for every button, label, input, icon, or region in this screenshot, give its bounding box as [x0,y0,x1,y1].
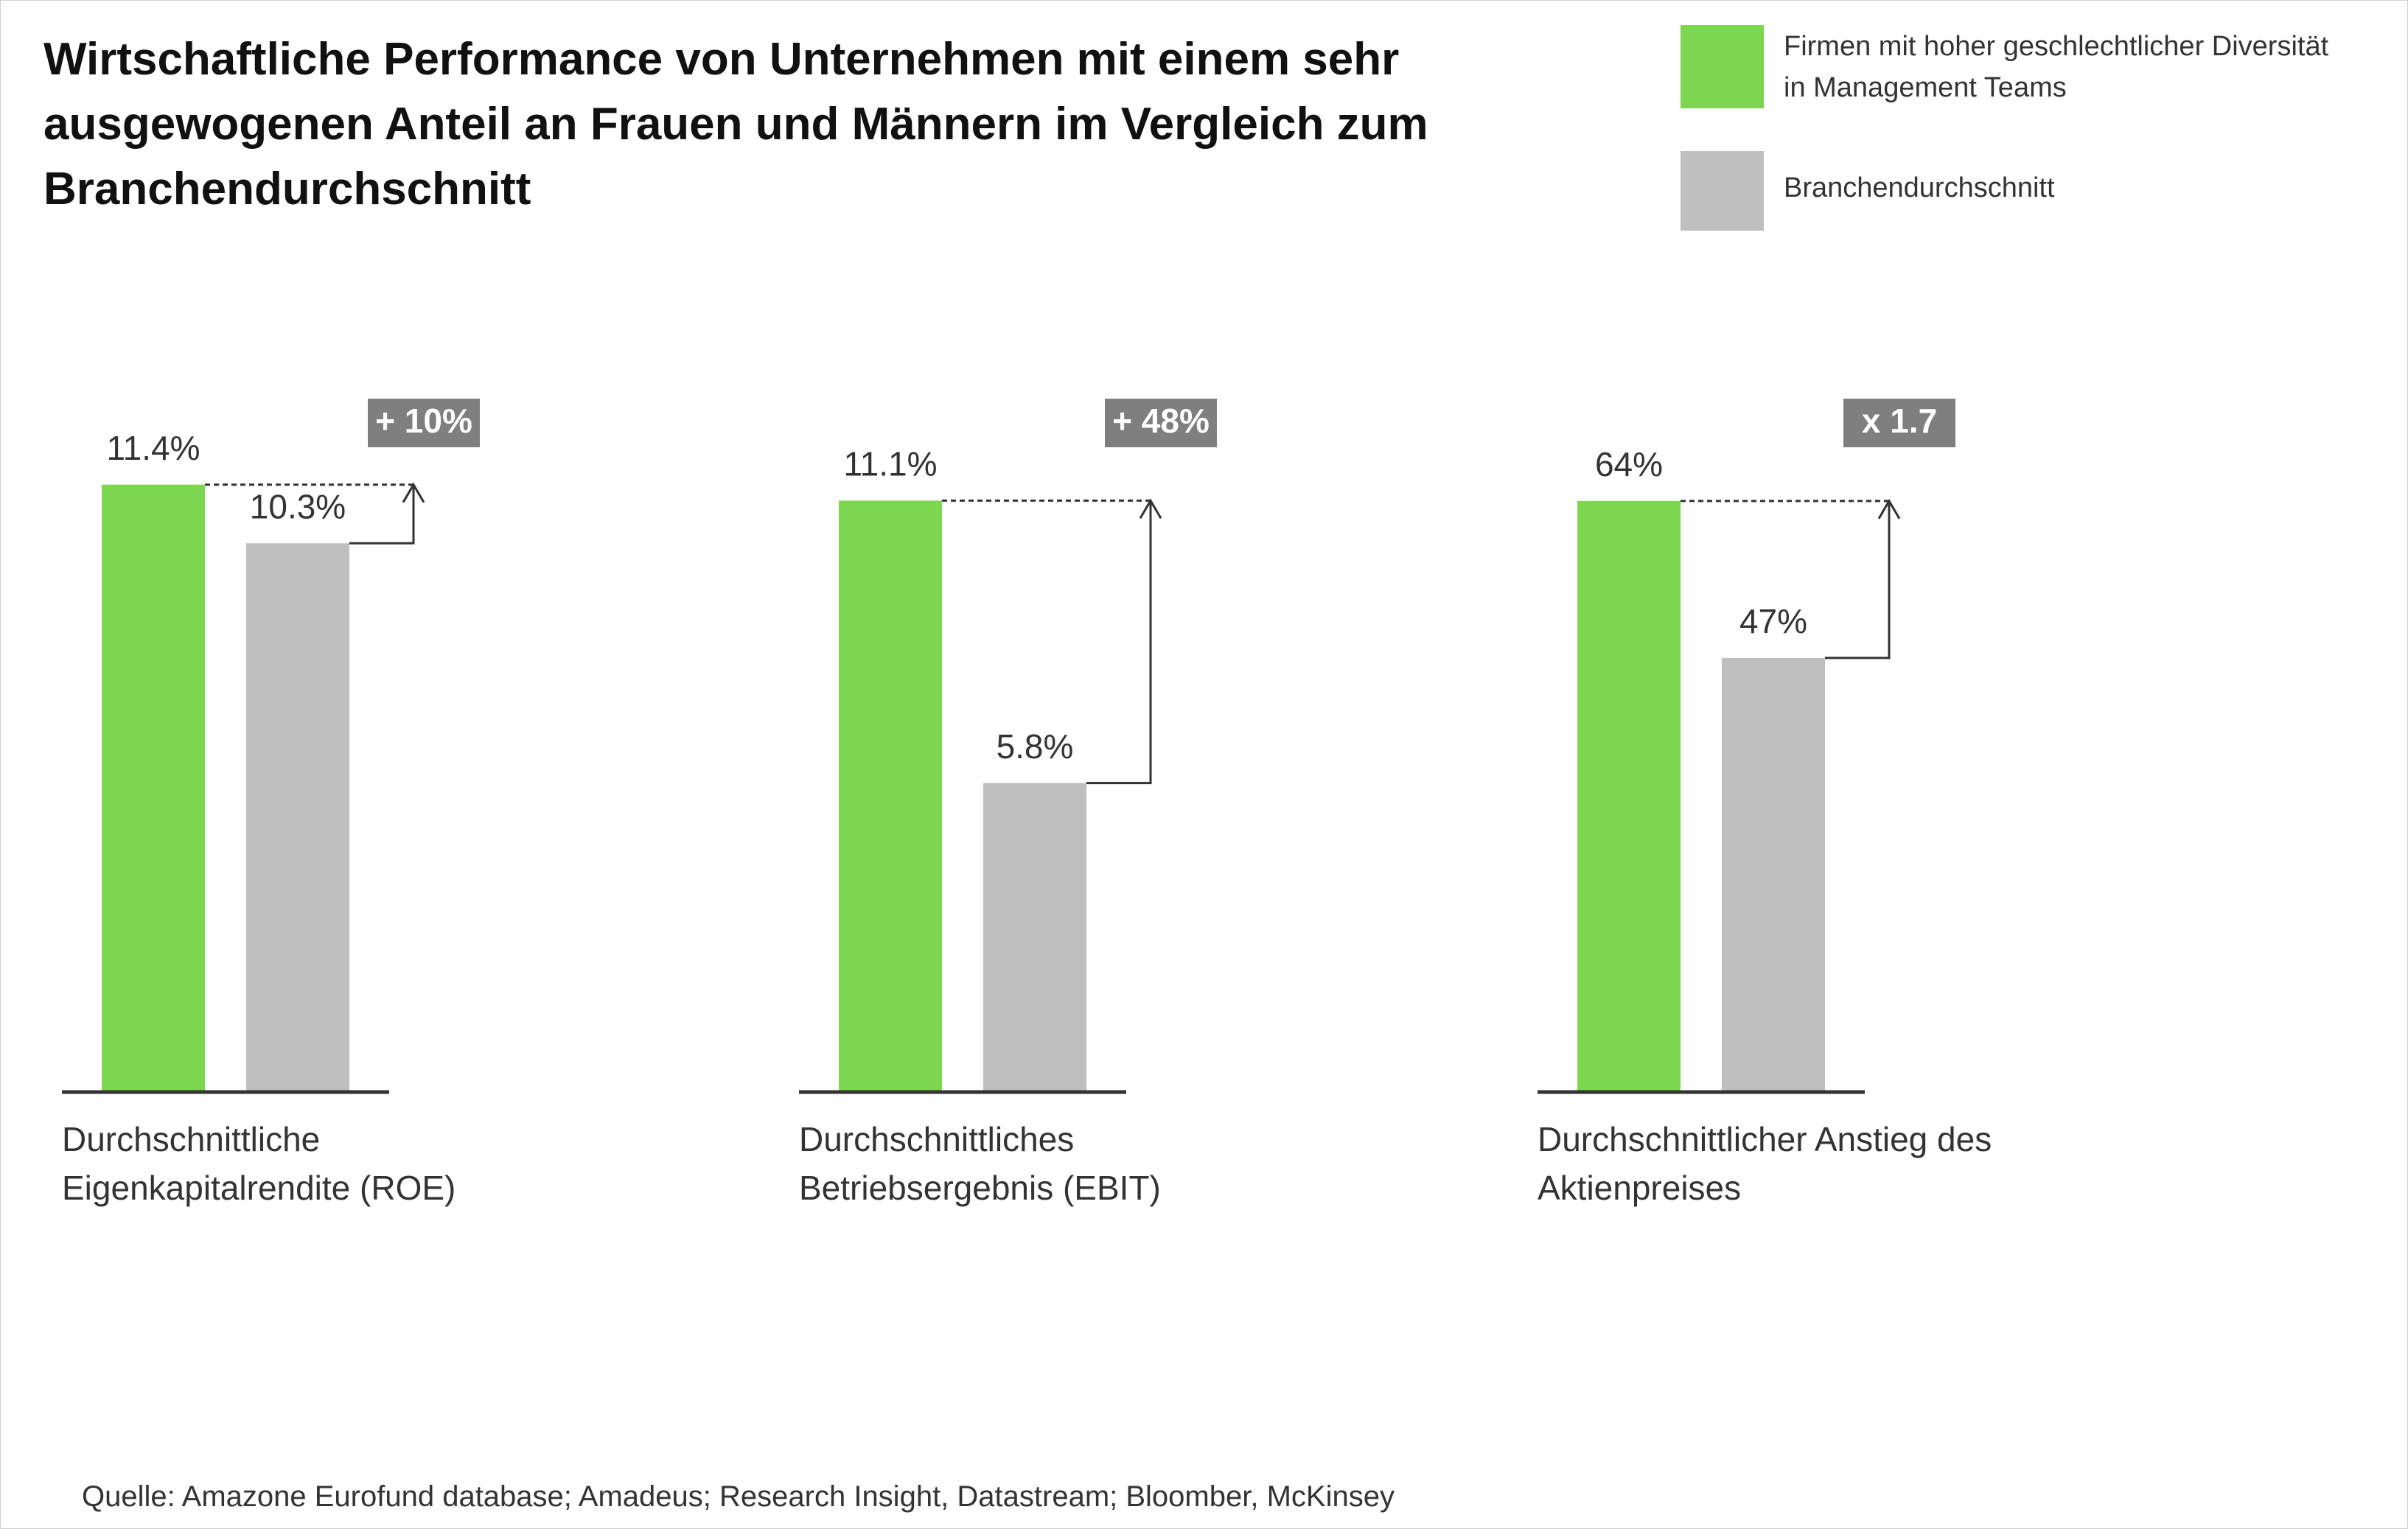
x-axis-label: Durchschnittliche Eigenkapitalrendite (R… [62,1120,456,1207]
bar [102,484,205,1092]
bar [246,543,349,1092]
annotation-badge [368,399,480,447]
panel: 64% 47% x 1.7 [1538,399,1955,1094]
value-label: 47% [1739,602,1807,640]
bar [1722,657,1825,1092]
value-label: 64% [1595,445,1663,483]
value-label: 5.8% [997,727,1074,766]
arrow [1825,500,1891,659]
x-axis-label: Durchschnittlicher Anstieg des Aktienpre… [1538,1120,1992,1207]
legend-label: Branchendurchschnitt [1784,172,2055,203]
arrow-head [1139,498,1162,519]
legend-swatch [1681,151,1764,231]
annotation-badge [1105,399,1217,447]
bar [839,500,942,1092]
legend-swatch [1681,25,1764,108]
annotation: x 1.7 [1862,402,1937,440]
value-label: 11.1% [843,445,937,483]
arrow [1086,500,1152,785]
panel: 11.1% 5.8% + 48% [799,399,1217,1094]
bar [1577,500,1681,1092]
value-label: 10.3% [250,487,346,525]
annotation-badge [1843,399,1955,447]
bar [983,783,1086,1092]
annotation: + 10% [375,402,472,440]
arrow-head [1877,498,1901,519]
source-note: Quelle: Amazone Eurofund database; Amade… [82,1480,1395,1513]
value-label: 11.4% [106,429,200,467]
panel: 11.4% 10.3% + 10% [62,399,480,1094]
x-axis-label: Durchschnittliches Betriebsergebnis (EBI… [799,1120,1161,1207]
chart-title: Wirtschaftliche Performance von Unterneh… [43,34,1428,214]
annotation: + 48% [1112,402,1210,440]
legend-label: Firmen mit hoher geschlechtlicher Divers… [1784,31,2329,103]
arrow-head [402,482,425,503]
arrow [349,484,415,545]
